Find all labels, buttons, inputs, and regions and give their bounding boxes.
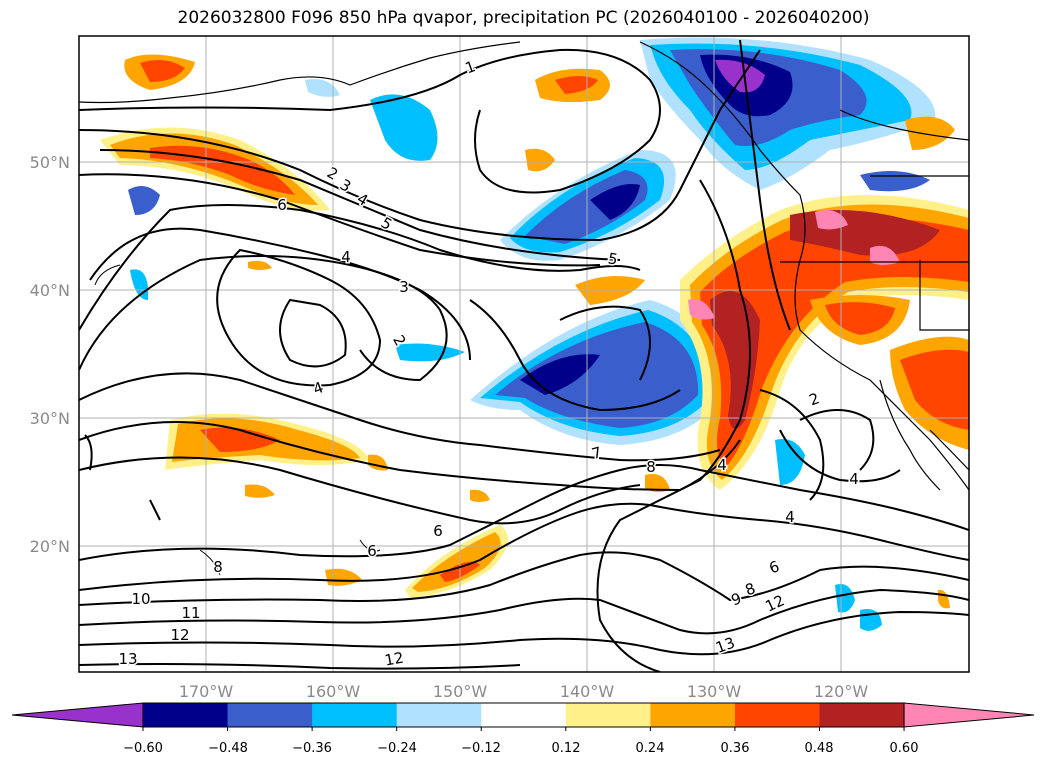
contour-label: 8 [646,458,656,476]
lon-label: 140°W [560,682,615,701]
contour-label: 4 [785,508,795,526]
colorbar-tick-label: −0.24 [377,741,417,756]
colorbar-segment [312,703,398,727]
colorbar-segment [650,703,736,727]
colorbar-tick-label: 0.36 [721,741,750,756]
lon-label: 130°W [687,682,742,701]
colorbar-ticks: −0.60 −0.48 −0.36 −0.24 −0.12 0.12 0.24 … [123,741,918,756]
colorbar [11,702,1035,731]
colorbar-tick-label: −0.60 [123,741,163,756]
lon-label: 160°W [306,682,361,701]
longitude-labels: 170°W 160°W 150°W 140°W 130°W 120°W [179,682,869,701]
colorbar-frame [142,702,905,728]
humidity-contours [79,39,969,672]
latitude-labels: 50°N 40°N 30°N 20°N [30,153,70,556]
lon-label: 170°W [179,682,234,701]
colorbar-segment [143,703,229,727]
lon-label: 120°W [814,682,869,701]
contour-label: 8 [213,558,223,576]
contour-label: 4 [717,456,727,474]
shaded-fields [100,37,969,631]
contour-label: 4 [341,248,351,266]
map-title: 2026032800 F096 850 hPa qvapor, precipit… [177,8,870,28]
lat-label: 30°N [30,409,70,428]
coastlines [79,41,969,491]
contour-label: 13 [118,650,137,668]
lat-label: 20°N [30,537,70,556]
colorbar-segment [481,703,567,727]
map-frame [78,35,970,673]
contour-label: 10 [131,590,150,608]
land-outline-extra [94,264,381,576]
colorbar-segment [396,703,482,727]
colorbar-segment [819,703,905,727]
contour-label: 4 [849,470,859,488]
colorbar-tick-label: −0.48 [208,741,248,756]
colorbar-tick-label: −0.36 [292,741,332,756]
colorbar-tick-label: −0.12 [461,741,501,756]
colorbar-tick-label: 0.24 [636,741,665,756]
colorbar-tick-label: 0.60 [890,741,919,756]
colorbar-extend-high [903,702,1035,728]
contour-label: 6 [367,542,377,560]
lat-label: 50°N [30,153,70,172]
contour-label: 3 [399,278,409,296]
contour-label: 12 [383,649,405,670]
contour-label: 12 [170,626,189,644]
colorbar-segment [565,703,651,727]
colorbar-tick-label: 0.48 [805,741,834,756]
colorbar-extend-low [11,702,144,728]
lon-label: 150°W [433,682,488,701]
lat-label: 40°N [30,281,70,300]
colorbar-tick-label: 0.12 [552,741,581,756]
colorbar-segment [227,703,313,727]
contour-label: 11 [181,604,200,622]
gridlines [79,36,969,672]
colorbar-segment [734,703,820,727]
contour-label: 6 [277,196,287,214]
contour-label: 6 [433,522,443,540]
